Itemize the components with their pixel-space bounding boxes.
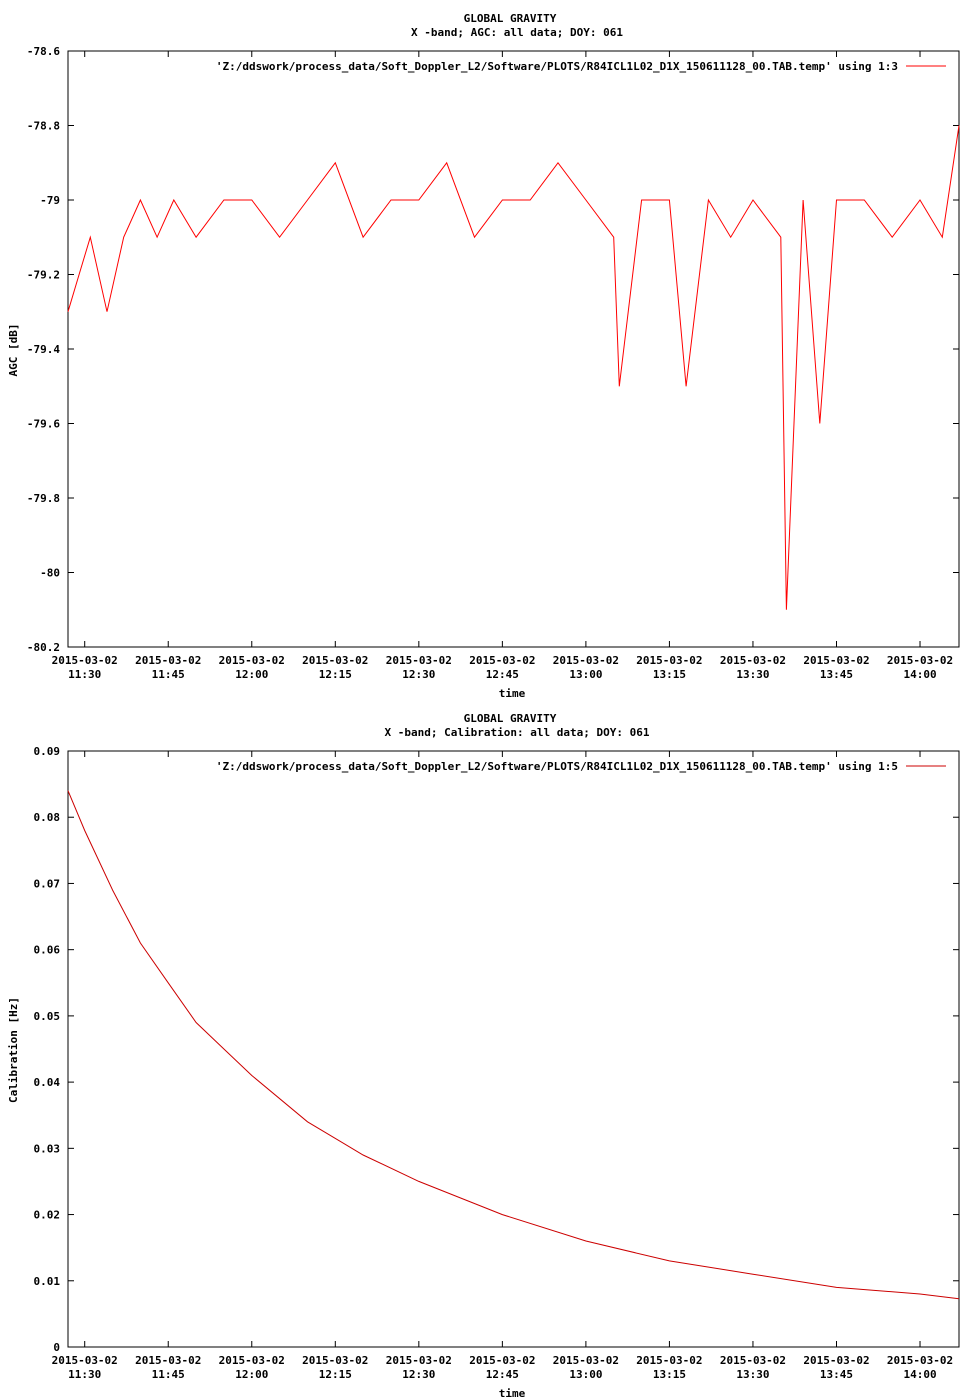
calibration-xtick-time-label: 13:15: [653, 1368, 686, 1381]
calibration-xtick-date-label: 2015-03-02: [135, 1354, 201, 1367]
calibration-title: GLOBAL GRAVITY: [464, 712, 557, 725]
agc-ytick-label: -79.4: [27, 343, 60, 356]
calibration-xtick-date-label: 2015-03-02: [887, 1354, 953, 1367]
agc-xtick-date-label: 2015-03-02: [386, 654, 452, 667]
agc-ytick-label: -79.6: [27, 418, 60, 431]
agc-ytick-label: -78.6: [27, 45, 60, 58]
agc-xtick-time-label: 12:30: [402, 668, 435, 681]
calibration-legend-label: 'Z:/ddswork/process_data/Soft_Doppler_L2…: [216, 760, 898, 773]
agc-xtick-date-label: 2015-03-02: [469, 654, 535, 667]
agc-ylabel: AGC [dB]: [7, 324, 20, 377]
agc-ytick-label: -79: [40, 194, 60, 207]
agc-xtick-date-label: 2015-03-02: [219, 654, 285, 667]
agc-xtick-date-label: 2015-03-02: [720, 654, 786, 667]
calibration-xtick-time-label: 12:30: [402, 1368, 435, 1381]
agc-xtick-date-label: 2015-03-02: [135, 654, 201, 667]
calibration-xtick-time-label: 12:15: [319, 1368, 352, 1381]
agc-legend-label: 'Z:/ddswork/process_data/Soft_Doppler_L2…: [216, 60, 898, 73]
agc-xtick-time-label: 12:00: [235, 668, 268, 681]
calibration-plot-frame: [67, 750, 960, 1348]
calibration-ytick-label: 0.05: [34, 1010, 61, 1023]
calibration-xtick-date-label: 2015-03-02: [803, 1354, 869, 1367]
calibration-xtick-date-label: 2015-03-02: [52, 1354, 118, 1367]
agc-xtick-time-label: 14:00: [903, 668, 936, 681]
calibration-xtick-date-label: 2015-03-02: [386, 1354, 452, 1367]
calibration-ytick-label: 0: [53, 1341, 60, 1354]
calibration-xtick-date-label: 2015-03-02: [219, 1354, 285, 1367]
calibration-ytick-label: 0.03: [34, 1142, 61, 1155]
calibration-xtick-date-label: 2015-03-02: [302, 1354, 368, 1367]
agc-xtick-time-label: 13:15: [653, 668, 686, 681]
agc-xtick-time-label: 11:45: [152, 668, 185, 681]
calibration-ytick-label: 0.02: [34, 1209, 61, 1222]
calibration-ytick-label: 0.07: [34, 877, 61, 890]
agc-ytick-label: -80.2: [27, 641, 60, 654]
agc-xtick-time-label: 13:30: [736, 668, 769, 681]
agc-xtick-date-label: 2015-03-02: [302, 654, 368, 667]
agc-title: GLOBAL GRAVITY: [464, 12, 557, 25]
calibration-xtick-time-label: 13:30: [736, 1368, 769, 1381]
agc-xtick-time-label: 11:30: [68, 668, 101, 681]
calibration-subtitle: X -band; Calibration: all data; DOY: 061: [385, 726, 650, 739]
calibration-xtick-date-label: 2015-03-02: [553, 1354, 619, 1367]
calibration-ytick-label: 0.04: [34, 1076, 61, 1089]
calibration-xtick-time-label: 13:45: [820, 1368, 853, 1381]
agc-xtick-time-label: 12:15: [319, 668, 352, 681]
agc-xtick-date-label: 2015-03-02: [636, 654, 702, 667]
agc-xtick-date-label: 2015-03-02: [887, 654, 953, 667]
agc-ytick-label: -79.8: [27, 492, 60, 505]
agc-xtick-time-label: 13:00: [569, 668, 602, 681]
calibration-ytick-label: 0.01: [34, 1275, 61, 1288]
calibration-series-line: [67, 790, 960, 1300]
agc-xtick-time-label: 12:45: [486, 668, 519, 681]
calibration-panel: GLOBAL GRAVITY X -band; Calibration: all…: [7, 712, 960, 1400]
agc-xlabel: time: [499, 687, 526, 700]
calibration-ytick-label: 0.08: [34, 811, 61, 824]
calibration-ytick-label: 0.09: [34, 745, 61, 758]
calibration-xtick-time-label: 11:30: [68, 1368, 101, 1381]
agc-ytick-label: -78.8: [27, 120, 60, 133]
calibration-xtick-time-label: 12:00: [235, 1368, 268, 1381]
calibration-xtick-time-label: 13:00: [569, 1368, 602, 1381]
agc-xtick-date-label: 2015-03-02: [803, 654, 869, 667]
calibration-xtick-date-label: 2015-03-02: [636, 1354, 702, 1367]
calibration-ylabel: Calibration [Hz]: [7, 997, 20, 1103]
agc-subtitle: X -band; AGC: all data; DOY: 061: [411, 26, 623, 39]
agc-ytick-label: -80: [40, 567, 60, 580]
calibration-xtick-time-label: 11:45: [152, 1368, 185, 1381]
calibration-xtick-date-label: 2015-03-02: [469, 1354, 535, 1367]
agc-panel: GLOBAL GRAVITY X -band; AGC: all data; D…: [7, 12, 960, 700]
calibration-xtick-time-label: 12:45: [486, 1368, 519, 1381]
calibration-xtick-date-label: 2015-03-02: [720, 1354, 786, 1367]
agc-xtick-date-label: 2015-03-02: [52, 654, 118, 667]
calibration-ytick-label: 0.06: [34, 944, 61, 957]
agc-xtick-time-label: 13:45: [820, 668, 853, 681]
agc-series-line: [67, 125, 960, 610]
agc-xtick-date-label: 2015-03-02: [553, 654, 619, 667]
agc-ytick-label: -79.2: [27, 269, 60, 282]
calibration-xlabel: time: [499, 1387, 526, 1400]
calibration-xtick-time-label: 14:00: [903, 1368, 936, 1381]
